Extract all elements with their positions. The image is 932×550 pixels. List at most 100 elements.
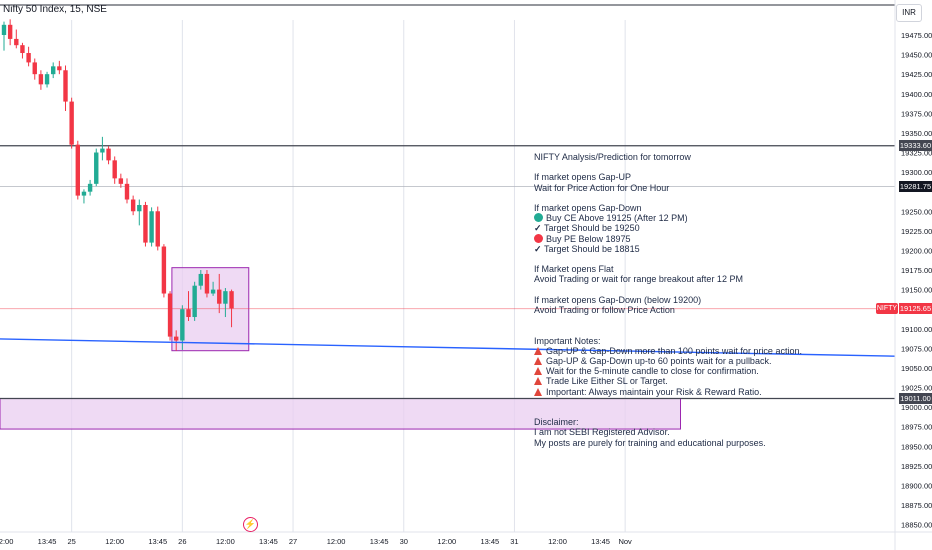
x-tick-label: 26 xyxy=(178,537,186,546)
candle xyxy=(204,270,210,298)
note-spacer xyxy=(534,162,874,172)
note-text: If market opens Gap-Down xyxy=(534,202,642,213)
candle xyxy=(118,173,124,188)
candle-body xyxy=(7,24,13,39)
note-line: If market opens Gap-Down xyxy=(534,203,874,213)
note-text: Important Notes: xyxy=(534,335,601,346)
note-line: Wait for Price Action for One Hour xyxy=(534,183,874,193)
note-line: Wait for the 5-minute candle to close fo… xyxy=(534,366,874,376)
x-tick-label: Nov xyxy=(618,537,632,546)
y-tick-label: 19000.00 xyxy=(901,403,932,412)
price-tag: 19011.00 xyxy=(899,392,932,404)
candle-body xyxy=(124,183,130,200)
candle xyxy=(14,29,19,49)
warning-triangle-icon xyxy=(534,346,542,355)
candle-body xyxy=(161,246,167,294)
warning-triangle-icon xyxy=(534,356,542,365)
candle-body xyxy=(112,160,117,179)
candle-body xyxy=(44,74,50,85)
candle-body xyxy=(94,152,99,184)
note-text: If market opens Gap-Down (below 19200) xyxy=(534,294,702,305)
y-tick-label: 19175.00 xyxy=(901,266,932,275)
candle xyxy=(87,179,93,196)
candle-body xyxy=(100,148,105,153)
lightning-event-icon[interactable]: ⚡ xyxy=(243,517,258,532)
candle-body xyxy=(87,183,93,192)
y-tick-label: 18925.00 xyxy=(901,462,932,471)
note-spacer xyxy=(534,325,874,335)
x-tick-label: 12:00 xyxy=(105,537,124,546)
candle xyxy=(137,199,142,226)
candle-body xyxy=(149,211,154,243)
y-tick-label: 18975.00 xyxy=(901,423,932,432)
y-tick-label: 19300.00 xyxy=(901,168,932,177)
note-spacer xyxy=(534,285,874,295)
candle xyxy=(198,270,203,290)
candle xyxy=(51,62,56,79)
candle-body xyxy=(204,273,210,294)
candle xyxy=(94,148,99,187)
red-circle-icon xyxy=(534,233,543,243)
warning-triangle-icon xyxy=(534,377,542,386)
candle xyxy=(192,281,197,321)
note-text: Avoid Trading or wait for range breakout… xyxy=(534,274,743,285)
candle xyxy=(223,288,228,318)
note-line: ✓ Target Should be 19250 xyxy=(534,223,874,233)
candle-body xyxy=(174,336,179,341)
candle xyxy=(44,71,50,88)
currency-selector[interactable]: INR xyxy=(896,4,922,22)
note-spacer xyxy=(534,315,874,325)
candle xyxy=(57,60,62,75)
note-line: NIFTY Analysis/Prediction for tomorrow xyxy=(534,152,874,162)
y-tick-label: 19050.00 xyxy=(901,364,932,373)
candle xyxy=(155,206,160,251)
x-tick-label: 12:00 xyxy=(0,537,13,546)
candle xyxy=(1,21,7,51)
note-text: If Market opens Flat xyxy=(534,264,614,275)
candle-body xyxy=(57,66,62,71)
x-tick-label: 12:00 xyxy=(548,537,567,546)
candle-body xyxy=(217,289,222,304)
note-line: Important Notes: xyxy=(534,336,874,346)
x-tick-label: 12:00 xyxy=(437,537,456,546)
x-tick-label: 31 xyxy=(510,537,518,546)
candle-body xyxy=(223,291,228,304)
candle-body xyxy=(180,309,185,341)
x-tick-label: 12:00 xyxy=(216,537,235,546)
candle-body xyxy=(1,24,7,35)
y-tick-label: 18900.00 xyxy=(901,481,932,490)
candle xyxy=(229,289,234,328)
note-spacer xyxy=(534,193,874,203)
candle-body xyxy=(118,178,124,184)
zone-rectangle-1 xyxy=(0,397,681,430)
candle xyxy=(112,156,117,184)
candle xyxy=(20,42,25,59)
y-tick-label: 19475.00 xyxy=(901,31,932,40)
y-tick-label: 19075.00 xyxy=(901,344,932,353)
y-tick-label: 18850.00 xyxy=(901,521,932,530)
symbol-header[interactable]: Nifty 50 Index, 15, NSE xyxy=(3,4,107,15)
note-line: Buy PE Below 18975 xyxy=(534,233,874,244)
note-line: ✓ Target Should be 18815 xyxy=(534,244,874,254)
candle-body xyxy=(186,309,191,318)
x-tick-label: 27 xyxy=(289,537,297,546)
note-line: Avoid Trading or wait for range breakout… xyxy=(534,274,874,284)
candle-body xyxy=(210,289,216,294)
candle xyxy=(210,281,216,296)
note-line: Gap-UP & Gap-Down up-to 60 points wait f… xyxy=(534,356,874,366)
y-tick-label: 19425.00 xyxy=(901,70,932,79)
candle xyxy=(81,189,87,204)
y-tick-label: 19375.00 xyxy=(901,109,932,118)
note-line: My posts are purely for training and edu… xyxy=(534,438,874,448)
candle-body xyxy=(51,66,56,75)
y-tick-label: 18875.00 xyxy=(901,501,932,510)
note-line: Trade Like Either SL or Target. xyxy=(534,376,874,386)
y-tick-label: 19325.00 xyxy=(901,149,932,158)
note-line: Important: Always maintain your Risk & R… xyxy=(534,387,874,397)
candle-body xyxy=(38,74,44,85)
y-tick-label: 19250.00 xyxy=(901,207,932,216)
candle xyxy=(100,136,105,161)
candle-body xyxy=(143,204,148,243)
candle-body xyxy=(130,199,136,212)
